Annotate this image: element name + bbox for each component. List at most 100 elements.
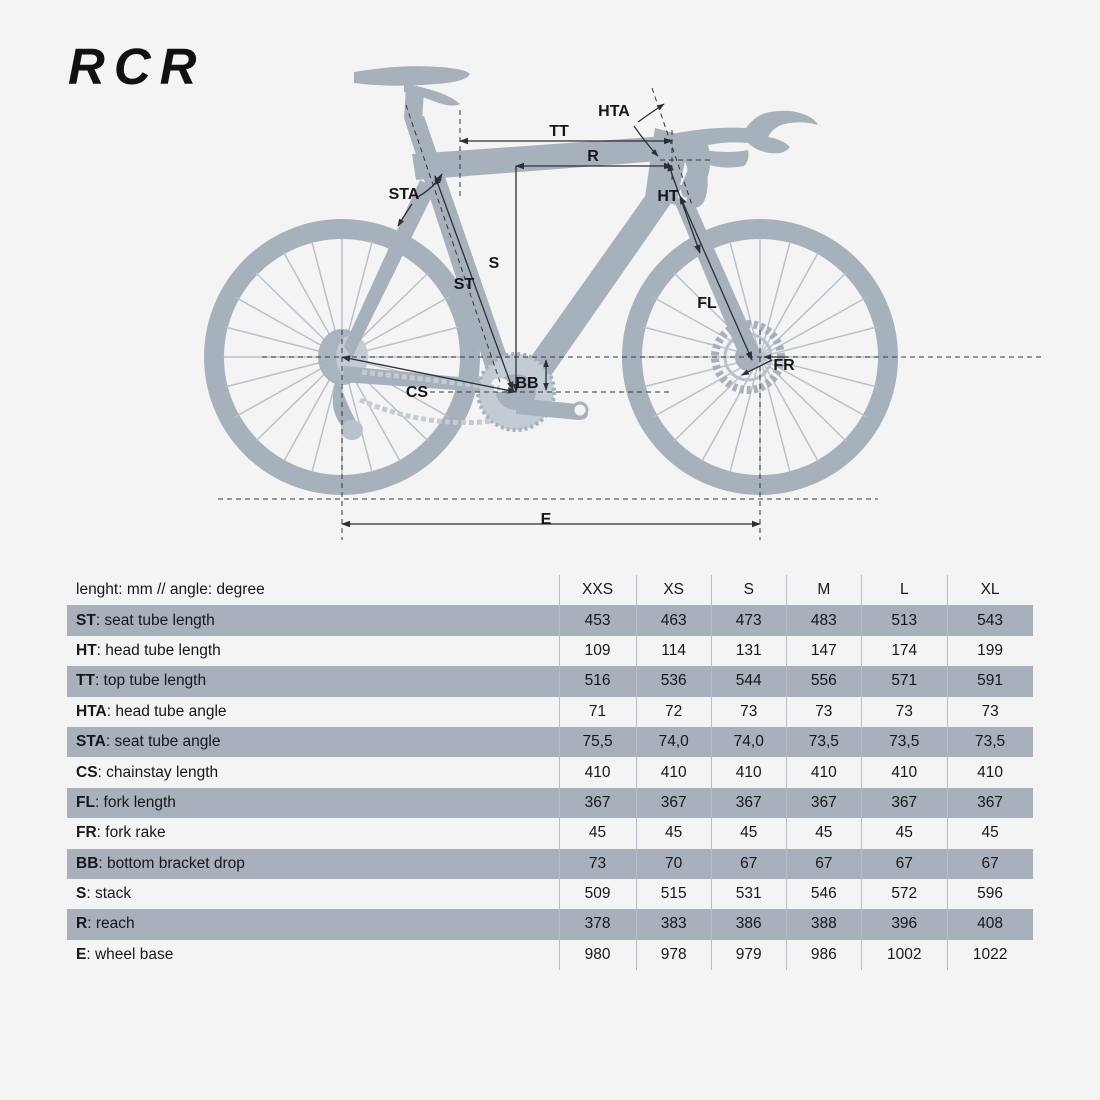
- dimension-labels: TT HTA R HT STA S ST FL FR BB CS E: [389, 103, 796, 528]
- table-row: BB: bottom bracket drop 73 70 67 67 67 67: [67, 848, 1033, 879]
- cell-fr-m: 45: [786, 818, 861, 848]
- cell-hta-xs: 72: [636, 697, 711, 727]
- cell-ht-m: 147: [786, 636, 861, 666]
- row-abbr: FR: [76, 824, 97, 842]
- column-header-xs: XS: [636, 575, 711, 605]
- cell-cs-xl: 410: [947, 757, 1033, 787]
- label-sta: STA: [389, 186, 420, 203]
- cell-bb-xl: 67: [947, 848, 1033, 879]
- cell-ht-xxs: 109: [559, 636, 636, 666]
- label-e: E: [541, 511, 552, 528]
- cell-r-l: 396: [861, 909, 948, 940]
- cell-fr-l: 45: [861, 818, 947, 848]
- cell-tt-m: 556: [786, 666, 862, 697]
- dim-line-cs: [341, 355, 517, 394]
- cell-ht-xs: 114: [636, 636, 711, 666]
- saddle: [354, 66, 470, 120]
- cell-e-s: 979: [711, 940, 786, 970]
- row-label-sta: STA: seat tube angle: [67, 726, 559, 758]
- column-header-l: L: [861, 575, 947, 605]
- row-label-fr: FR: fork rake: [67, 818, 559, 848]
- row-abbr: E: [76, 945, 87, 963]
- label-tt: TT: [549, 123, 569, 140]
- row-desc: : stack: [86, 885, 132, 903]
- table-row: STA: seat tube angle 75,5 74,0 74,0 73,5 73,5…: [67, 726, 1033, 758]
- cell-bb-xs: 70: [636, 848, 712, 879]
- cell-fl-xxs: 367: [558, 787, 637, 819]
- cell-cs-l: 410: [861, 757, 947, 787]
- cell-st-l: 513: [861, 605, 948, 636]
- cell-e-m: 986: [786, 940, 861, 970]
- row-abbr: CS: [76, 763, 98, 781]
- cell-fr-xs: 45: [636, 818, 711, 848]
- table-row: R: reach 378 383 386 388 396 408: [67, 909, 1033, 940]
- cell-s-xs: 515: [636, 879, 711, 909]
- cell-r-xl: 408: [947, 909, 1033, 940]
- row-desc: : head tube angle: [106, 702, 227, 720]
- row-label-st: ST: seat tube length: [67, 605, 559, 636]
- table-row: S: stack 509 515 531 546 572 596: [67, 879, 1033, 909]
- cell-fr-xxs: 45: [559, 818, 636, 848]
- cell-hta-m: 73: [786, 697, 861, 727]
- row-abbr: FL: [76, 793, 95, 811]
- row-desc: : wheel base: [86, 945, 174, 963]
- cell-s-l: 572: [861, 879, 947, 909]
- cell-hta-l: 73: [861, 697, 947, 727]
- geometry-table: lenght: mm // angle: degree XXS XS S M L…: [67, 575, 1033, 970]
- cell-tt-xl: 591: [947, 666, 1033, 697]
- dim-line-fl: [679, 195, 753, 361]
- label-fr: FR: [773, 357, 795, 374]
- row-label-r: R: reach: [67, 909, 559, 940]
- cell-sta-l: 73,5: [861, 726, 948, 758]
- cell-fr-s: 45: [711, 818, 786, 848]
- table-row: ST: seat tube length 453 463 473 483 513 543: [67, 605, 1033, 636]
- row-label-bb: BB: bottom bracket drop: [67, 848, 559, 879]
- cell-cs-s: 410: [711, 757, 786, 787]
- table-row: E: wheel base 980 978 979 986 1002 1022: [67, 940, 1033, 970]
- row-desc: : top tube length: [94, 672, 207, 690]
- cell-st-xs: 463: [636, 605, 712, 636]
- row-abbr: STA: [76, 733, 106, 751]
- cell-st-m: 483: [786, 605, 862, 636]
- dim-arc-hta-upper: [637, 103, 665, 123]
- cell-fr-xl: 45: [947, 818, 1033, 848]
- cell-tt-l: 571: [861, 666, 948, 697]
- row-label-e: E: wheel base: [67, 940, 559, 970]
- table-row: FR: fork rake 45 45 45 45 45 45: [67, 818, 1033, 848]
- cell-bb-s: 67: [711, 848, 787, 879]
- cell-fl-xl: 367: [947, 787, 1033, 819]
- cell-fl-xs: 367: [636, 787, 712, 819]
- cell-e-xxs: 980: [559, 940, 636, 970]
- row-label-ht: HT: head tube length: [67, 636, 559, 666]
- column-header-m: M: [786, 575, 861, 605]
- row-label-hta: HTA: head tube angle: [67, 697, 559, 727]
- cell-fl-s: 367: [711, 787, 787, 819]
- cell-bb-l: 67: [861, 848, 948, 879]
- table-row: FL: fork length 367 367 367 367 367 367: [67, 787, 1033, 819]
- cell-ht-xl: 199: [947, 636, 1033, 666]
- cell-sta-m: 73,5: [786, 726, 862, 758]
- row-desc: : chainstay length: [97, 763, 219, 781]
- cell-e-l: 1002: [861, 940, 947, 970]
- cell-bb-m: 67: [786, 848, 862, 879]
- column-header-xl: XL: [947, 575, 1033, 605]
- row-desc: : bottom bracket drop: [98, 854, 245, 872]
- row-desc: : reach: [87, 915, 135, 933]
- row-desc: : fork length: [94, 793, 176, 811]
- table-header: lenght: mm // angle: degree XXS XS S M L…: [67, 575, 1033, 605]
- row-abbr: R: [76, 915, 88, 933]
- label-bb: BB: [515, 375, 538, 392]
- label-s: S: [489, 255, 500, 272]
- cell-tt-xxs: 516: [558, 666, 637, 697]
- cell-sta-xl: 73,5: [947, 726, 1033, 758]
- label-st: ST: [454, 276, 475, 293]
- cell-st-s: 473: [711, 605, 787, 636]
- cell-e-xl: 1022: [947, 940, 1033, 970]
- label-r: R: [587, 148, 599, 165]
- cell-s-xxs: 509: [559, 879, 636, 909]
- label-cs: CS: [406, 384, 429, 401]
- cell-r-s: 386: [711, 909, 787, 940]
- cell-cs-xxs: 410: [559, 757, 636, 787]
- column-header-xxs: XXS: [559, 575, 636, 605]
- handlebar: [672, 110, 818, 208]
